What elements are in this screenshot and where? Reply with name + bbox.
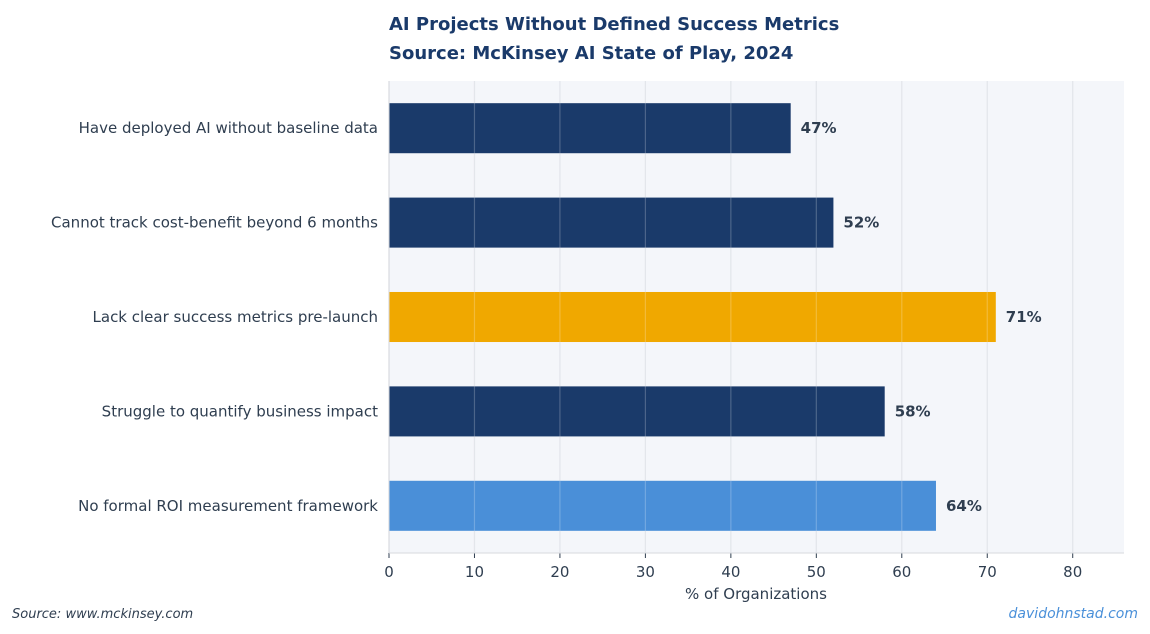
bar <box>389 291 996 343</box>
chart-title: AI Projects Without Defined Success Metr… <box>389 14 839 35</box>
x-tick-label: 30 <box>636 563 655 581</box>
x-tick-label: 20 <box>550 563 569 581</box>
bar-value-label: 71% <box>1006 308 1042 326</box>
bars <box>389 81 1074 553</box>
bar-value-label: 47% <box>801 119 837 137</box>
x-tick-label: 0 <box>384 563 394 581</box>
x-tick-label: 80 <box>1063 563 1082 581</box>
x-tick-label: 40 <box>721 563 740 581</box>
bar-value-label: 58% <box>895 402 931 420</box>
x-axis: 0 10 20 30 40 50 60 70 80 <box>384 81 1124 581</box>
bar-value-label: 52% <box>843 214 879 232</box>
x-tick-label: 50 <box>807 563 826 581</box>
credit-link[interactable]: davidohnstad.com <box>1008 606 1138 622</box>
x-tick-label: 10 <box>465 563 484 581</box>
x-axis-title: % of Organizations <box>685 585 827 603</box>
source-footnote: Source: www.mckinsey.com <box>12 607 194 622</box>
bar <box>389 103 791 154</box>
bar <box>389 197 834 248</box>
category-label: No formal ROI measurement framework <box>78 497 378 515</box>
category-labels: Have deployed AI without baseline data Ca… <box>51 119 378 515</box>
bar <box>389 480 936 531</box>
data-labels: 47% 52% 71% 58% 64% <box>801 119 1042 515</box>
category-label: Have deployed AI without baseline data <box>79 119 378 137</box>
x-tick-label: 70 <box>978 563 997 581</box>
bar <box>389 386 885 437</box>
bar-value-label: 64% <box>946 497 982 515</box>
category-label: Lack clear success metrics pre-launch <box>93 308 378 326</box>
chart-subtitle: Source: McKinsey AI State of Play, 2024 <box>389 43 793 64</box>
category-label: Struggle to quantify business impact <box>102 402 378 420</box>
category-label: Cannot track cost-benefit beyond 6 month… <box>51 214 378 232</box>
x-tick-label: 60 <box>892 563 911 581</box>
